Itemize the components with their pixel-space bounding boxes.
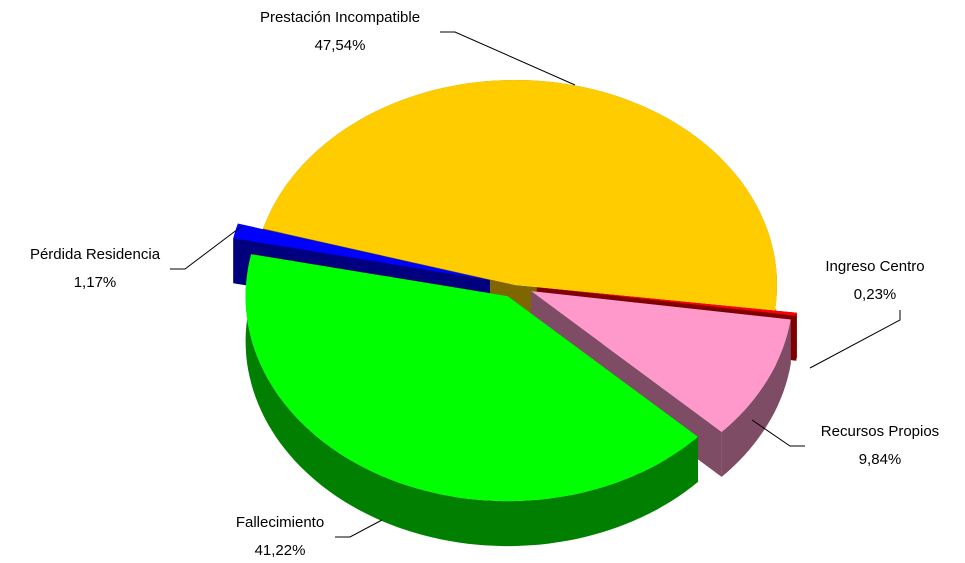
value-label: 47,54%: [315, 37, 366, 54]
slice-label: Ingreso Centro: [825, 258, 924, 275]
leader-line: [170, 225, 243, 270]
value-label: 41,22%: [255, 542, 306, 559]
slice-wall: [721, 319, 791, 477]
slice-wall: [796, 312, 797, 361]
slice-label: Fallecimiento: [236, 514, 324, 531]
value-label: 0,23%: [854, 286, 897, 303]
slice-label: Prestación Incompatible: [260, 9, 420, 26]
leader-line: [440, 31, 576, 86]
leader-line: [335, 519, 383, 538]
slice: [233, 223, 490, 281]
slice: [531, 291, 791, 432]
slice: [245, 254, 698, 502]
value-label: 1,17%: [74, 274, 117, 291]
value-label: 9,84%: [859, 451, 902, 468]
pie-tops: [233, 80, 797, 502]
slice-wall: [245, 254, 698, 547]
slice: [263, 80, 778, 311]
labels: Prestación Incompatible 47,54% Ingreso Cen…: [30, 9, 939, 559]
slice-label: Recursos Propios: [821, 423, 939, 440]
slice-label: Pérdida Residencia: [30, 246, 161, 263]
slice: [536, 287, 797, 316]
leader-line: [751, 419, 805, 447]
leader-line: [809, 310, 901, 369]
